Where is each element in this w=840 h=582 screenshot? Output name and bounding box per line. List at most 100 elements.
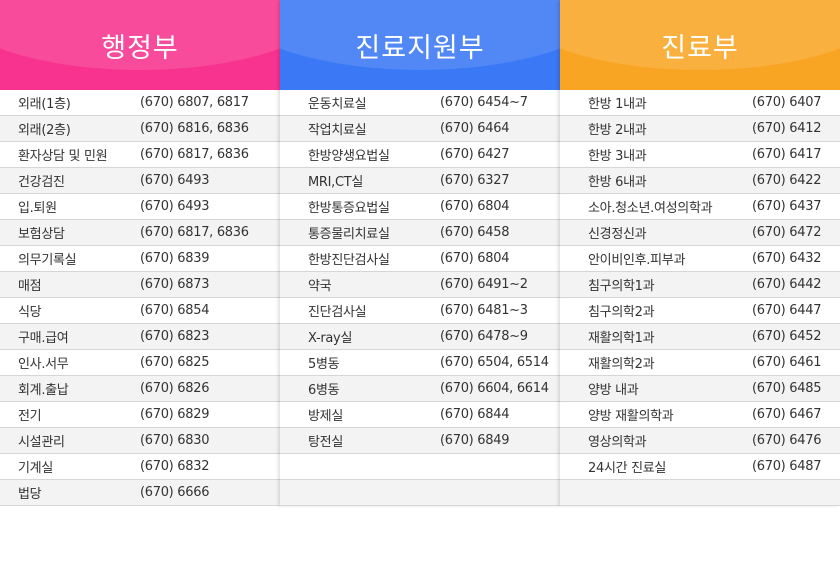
office-name: X-ray실 — [308, 331, 353, 346]
table-row: 환자상담 및 민원 (670) 6817, 6836 — [0, 142, 280, 168]
table-row: 5병동 (670) 6504, 6514 — [280, 350, 560, 376]
table-row: 양방 재활의학과 (670) 6467 — [560, 402, 840, 428]
phone-number: (670) 6817, 6836 — [140, 147, 249, 162]
table-row: 법당 (670) 6666 — [0, 480, 280, 506]
table-row: 6병동 (670) 6604, 6614 — [280, 376, 560, 402]
office-name: 소아.청소년.여성의학과 — [588, 201, 713, 216]
phone-number: (670) 6464 — [440, 121, 510, 136]
table-row: 시설관리 (670) 6830 — [0, 428, 280, 454]
office-name: 한방 2내과 — [588, 123, 647, 138]
office-name: 양방 내과 — [588, 383, 639, 398]
phone-number: (670) 6873 — [140, 277, 210, 292]
phone-number: (670) 6487 — [752, 459, 822, 474]
office-name: 시설관리 — [18, 435, 65, 450]
office-name: 식당 — [18, 305, 42, 320]
table-row: 24시간 진료실 (670) 6487 — [560, 454, 840, 480]
phone-number: (670) 6407 — [752, 95, 822, 110]
phone-number: (670) 6327 — [440, 173, 510, 188]
phone-number: (670) 6458 — [440, 225, 510, 240]
office-name: 진단검사실 — [308, 305, 367, 320]
table-row: 한방 3내과 (670) 6417 — [560, 142, 840, 168]
office-name: 한방양생요법실 — [308, 149, 390, 164]
phone-number: (670) 6481~3 — [440, 303, 528, 318]
office-name: MRI,CT실 — [308, 175, 364, 190]
department-title: 진료지원부 — [355, 32, 485, 64]
office-name: 신경정신과 — [588, 227, 647, 242]
department-title: 진료부 — [661, 32, 739, 64]
department-column-admin: 행정부 외래(1층) (670) 6807, 6817 외래(2층) (670) 681… — [0, 0, 280, 506]
phone-number: (670) 6666 — [140, 485, 210, 500]
phone-number: (670) 6829 — [140, 407, 210, 422]
phone-number: (670) 6452 — [752, 329, 822, 344]
phone-number: (670) 6454~7 — [440, 95, 528, 110]
office-name: 침구의학2과 — [588, 305, 655, 320]
phone-number: (670) 6447 — [752, 303, 822, 318]
phone-number: (670) 6417 — [752, 147, 822, 162]
office-name: 입.퇴원 — [18, 201, 57, 216]
office-name: 안이비인후.피부과 — [588, 253, 686, 268]
office-name: 침구의학1과 — [588, 279, 655, 294]
table-row — [560, 480, 840, 506]
table-row: 회계.출납 (670) 6826 — [0, 376, 280, 402]
phone-number: (670) 6412 — [752, 121, 822, 136]
table-row: 식당 (670) 6854 — [0, 298, 280, 324]
table-row: 구매.급여 (670) 6823 — [0, 324, 280, 350]
office-name: 구매.급여 — [18, 331, 69, 346]
phone-number: (670) 6830 — [140, 433, 210, 448]
table-row: 침구의학1과 (670) 6442 — [560, 272, 840, 298]
phone-number: (670) 6844 — [440, 407, 510, 422]
office-name: 회계.출납 — [18, 383, 69, 398]
office-name: 5병동 — [308, 357, 340, 372]
phone-number: (670) 6442 — [752, 277, 822, 292]
phone-number: (670) 6854 — [140, 303, 210, 318]
office-name: 6병동 — [308, 383, 340, 398]
table-row: 약국 (670) 6491~2 — [280, 272, 560, 298]
office-name: 한방통증요법실 — [308, 201, 390, 216]
phone-number: (670) 6478~9 — [440, 329, 528, 344]
office-name: 방제실 — [308, 409, 343, 424]
office-name: 매점 — [18, 279, 42, 294]
table-row: 신경정신과 (670) 6472 — [560, 220, 840, 246]
table-row: 외래(2층) (670) 6816, 6836 — [0, 116, 280, 142]
office-name: 전기 — [18, 409, 42, 424]
department-column-support: 진료지원부 운동치료실 (670) 6454~7 작업치료실 (670) 6464 한방양… — [280, 0, 560, 506]
office-name: 재활의학1과 — [588, 331, 655, 346]
phone-number: (670) 6849 — [440, 433, 510, 448]
phone-number: (670) 6437 — [752, 199, 822, 214]
table-row: 기계실 (670) 6832 — [0, 454, 280, 480]
phone-number: (670) 6826 — [140, 381, 210, 396]
table-row: 방제실 (670) 6844 — [280, 402, 560, 428]
office-name: 보험상담 — [18, 227, 65, 242]
table-row: 입.퇴원 (670) 6493 — [0, 194, 280, 220]
office-name: 법당 — [18, 487, 42, 502]
table-row: 작업치료실 (670) 6464 — [280, 116, 560, 142]
table-row: MRI,CT실 (670) 6327 — [280, 168, 560, 194]
phone-number: (670) 6604, 6614 — [440, 381, 549, 396]
table-row: X-ray실 (670) 6478~9 — [280, 324, 560, 350]
table-row: 외래(1층) (670) 6807, 6817 — [0, 90, 280, 116]
office-name: 외래(2층) — [18, 123, 71, 138]
table-row: 통증물리치료실 (670) 6458 — [280, 220, 560, 246]
table-row: 한방 6내과 (670) 6422 — [560, 168, 840, 194]
office-name: 탕전실 — [308, 435, 343, 450]
department-header: 행정부 — [0, 0, 280, 90]
office-name: 기계실 — [18, 461, 53, 476]
table-row: 한방 1내과 (670) 6407 — [560, 90, 840, 116]
phone-number: (670) 6804 — [440, 199, 510, 214]
office-name: 24시간 진료실 — [588, 461, 667, 476]
table-row: 탕전실 (670) 6849 — [280, 428, 560, 454]
phone-number: (670) 6485 — [752, 381, 822, 396]
phone-number: (670) 6476 — [752, 433, 822, 448]
table-row: 재활의학2과 (670) 6461 — [560, 350, 840, 376]
phone-number: (670) 6461 — [752, 355, 822, 370]
office-name: 한방 3내과 — [588, 149, 647, 164]
department-title: 행정부 — [101, 32, 179, 64]
table-row: 한방진단검사실 (670) 6804 — [280, 246, 560, 272]
phone-directory: 행정부 외래(1층) (670) 6807, 6817 외래(2층) (670) 681… — [0, 0, 840, 506]
table-row: 건강검진 (670) 6493 — [0, 168, 280, 194]
phone-number: (670) 6467 — [752, 407, 822, 422]
office-name: 환자상담 및 민원 — [18, 149, 108, 164]
table-row: 한방 2내과 (670) 6412 — [560, 116, 840, 142]
phone-number: (670) 6807, 6817 — [140, 95, 249, 110]
